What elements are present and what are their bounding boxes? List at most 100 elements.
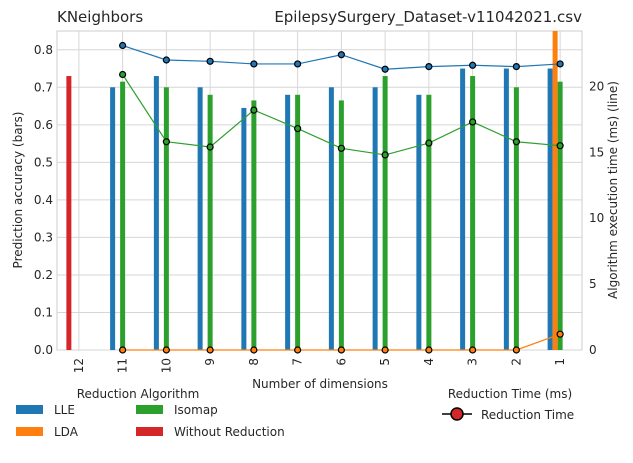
bar-lle (460, 68, 466, 350)
x-tick-label: 6 (334, 358, 348, 366)
y-tick-label-left: 0.6 (34, 118, 53, 132)
legend-line-title: Reduction Time (ms) (448, 387, 572, 401)
line-point-isomap (294, 124, 302, 133)
x-tick-label: 7 (291, 358, 305, 366)
bar-lle (328, 87, 334, 350)
y-tick-label-left: 0.0 (34, 343, 53, 357)
line-point-isomap (119, 70, 127, 79)
legend-label-lle: LLE (54, 403, 75, 417)
bar-lle (197, 87, 203, 350)
bar-lle (372, 87, 378, 350)
line-point-lda (206, 346, 214, 354)
bar-isomap (470, 76, 476, 351)
bar-lle (241, 107, 247, 350)
bar-isomap (426, 94, 432, 350)
bar-isomap (120, 81, 126, 350)
line-point-lda (381, 346, 389, 354)
bar-isomap (338, 100, 344, 350)
y-tick-label-left: 0.3 (34, 230, 53, 244)
plot-frame (56, 30, 583, 351)
x-tick-label: 4 (422, 358, 436, 366)
x-tick-label: 12 (72, 358, 86, 373)
line-point-isomap (337, 144, 345, 152)
x-tick-label: 2 (509, 358, 523, 366)
bar-lda (552, 31, 558, 350)
line-point-lle (206, 57, 214, 65)
y-tick-label-left: 0.1 (34, 305, 53, 319)
bar-lle (416, 94, 422, 350)
y-tick-label-left: 0.7 (34, 80, 53, 94)
legend-label-isomap: Isomap (174, 403, 218, 417)
y-tick-label-left: 0.8 (34, 43, 53, 57)
line-point-lle (162, 56, 170, 64)
bar-isomap (251, 100, 257, 350)
y-tick-label-right: 0 (589, 343, 597, 357)
bar-isomap (207, 94, 213, 350)
y-tick-label-right: 20 (589, 79, 604, 93)
x-tick-label: 3 (466, 358, 480, 366)
y-axis-label-right: Algorithm execution time (ms) (line) (606, 81, 620, 299)
line-point-lle (250, 60, 258, 68)
y-tick-label-left: 0.2 (34, 268, 53, 282)
line-point-isomap (162, 138, 170, 146)
x-axis-label: Number of dimensions (252, 377, 388, 391)
line-layer (119, 41, 564, 354)
y-tick-label-right: 10 (589, 211, 604, 225)
x-tick-label: 11 (116, 358, 130, 373)
y-tick-label-left: 0.5 (34, 155, 53, 169)
line-point-lle (469, 61, 477, 69)
line-point-isomap (206, 143, 214, 151)
bar-isomap (513, 87, 519, 350)
bar-isomap (382, 76, 388, 351)
legend-label-reduction-time: Reduction Time (481, 408, 574, 422)
bar-isomap (295, 94, 301, 350)
line-point-isomap (425, 139, 433, 147)
line-point-lle (119, 41, 127, 50)
grid-layer (56, 30, 583, 351)
line-point-lda (119, 346, 127, 354)
line-point-lda (294, 346, 302, 354)
line-point-lda (512, 346, 520, 354)
line-point-lle (556, 60, 564, 68)
legend-swatch-without-reduction (136, 427, 163, 436)
line-point-lle (425, 62, 433, 71)
line-point-lda (425, 346, 433, 354)
legend-marker-reduction-time (450, 407, 464, 421)
bar-lle (547, 68, 553, 350)
line-point-isomap (469, 118, 477, 126)
y-axis-label-left: Prediction accuracy (bars) (11, 112, 25, 269)
chart-title-right: EpilepsySurgery_Dataset-v11042021.csv (274, 8, 582, 27)
y-tick-label-left: 0.4 (34, 193, 53, 207)
legend-bars-title: Reduction Algorithm (77, 387, 200, 401)
line-point-lda (556, 330, 564, 338)
line-point-lda (337, 346, 345, 354)
line-point-isomap (250, 106, 258, 114)
legend-swatch-isomap (136, 405, 163, 414)
line-point-lle (294, 60, 302, 68)
line-point-lda (469, 346, 477, 354)
legend-label-lda: LDA (54, 425, 79, 439)
line-point-isomap (381, 151, 389, 159)
line-point-lle (381, 65, 389, 73)
chart-title-left: KNeighbors (57, 8, 143, 26)
line-point-isomap (512, 138, 520, 146)
x-tick-label: 10 (159, 358, 173, 373)
line-point-lle (512, 62, 520, 71)
bar-layer (66, 31, 563, 351)
legend-area: Reduction Algorithm Reduction Time (ms) … (16, 387, 574, 439)
line-point-lle (337, 51, 345, 59)
y-tick-label-right: 5 (589, 277, 597, 291)
x-tick-label: 8 (247, 358, 261, 366)
line-point-lda (250, 346, 258, 354)
x-tick-label: 1 (553, 358, 567, 366)
legend-label-without-reduction: Without Reduction (174, 425, 285, 439)
legend-swatch-lda (16, 427, 43, 436)
y-tick-label-right: 15 (589, 145, 604, 159)
x-tick-label: 9 (203, 358, 217, 366)
line-point-isomap (556, 142, 564, 150)
legend-swatch-lle (16, 405, 43, 414)
x-tick-label: 5 (378, 358, 392, 366)
bar-isomap (557, 81, 563, 350)
bar-lle (153, 76, 159, 351)
